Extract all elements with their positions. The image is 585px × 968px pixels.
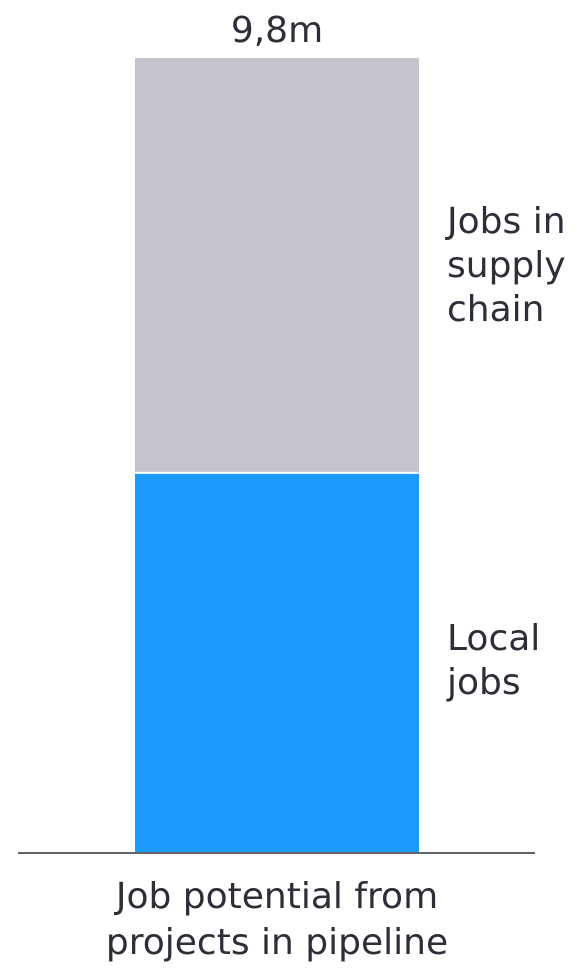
- series-labels: Local jobs Jobs in supply chain: [445, 201, 566, 703]
- bar-segment-supply-chain-jobs: [135, 58, 419, 473]
- series-label-line: supply: [447, 245, 566, 286]
- category-label-line: projects in pipeline: [106, 922, 448, 963]
- bar-segments: [135, 58, 419, 852]
- series-label-line: jobs: [446, 662, 521, 703]
- series-label-line: chain: [447, 289, 545, 330]
- series-label-local-jobs: Local jobs: [446, 618, 540, 703]
- total-value-label: 9,8m: [231, 10, 323, 51]
- category-tick-label: Job potential from projects in pipeline: [106, 876, 448, 963]
- category-label: Job potential from projects in pipeline: [106, 876, 448, 963]
- series-label-line: Local: [447, 618, 540, 659]
- bar-segment-local-jobs: [135, 472, 419, 852]
- series-label-line: Jobs in: [445, 201, 566, 242]
- category-label-line: Job potential from: [114, 876, 438, 917]
- series-label-supply-chain-jobs: Jobs in supply chain: [445, 201, 566, 330]
